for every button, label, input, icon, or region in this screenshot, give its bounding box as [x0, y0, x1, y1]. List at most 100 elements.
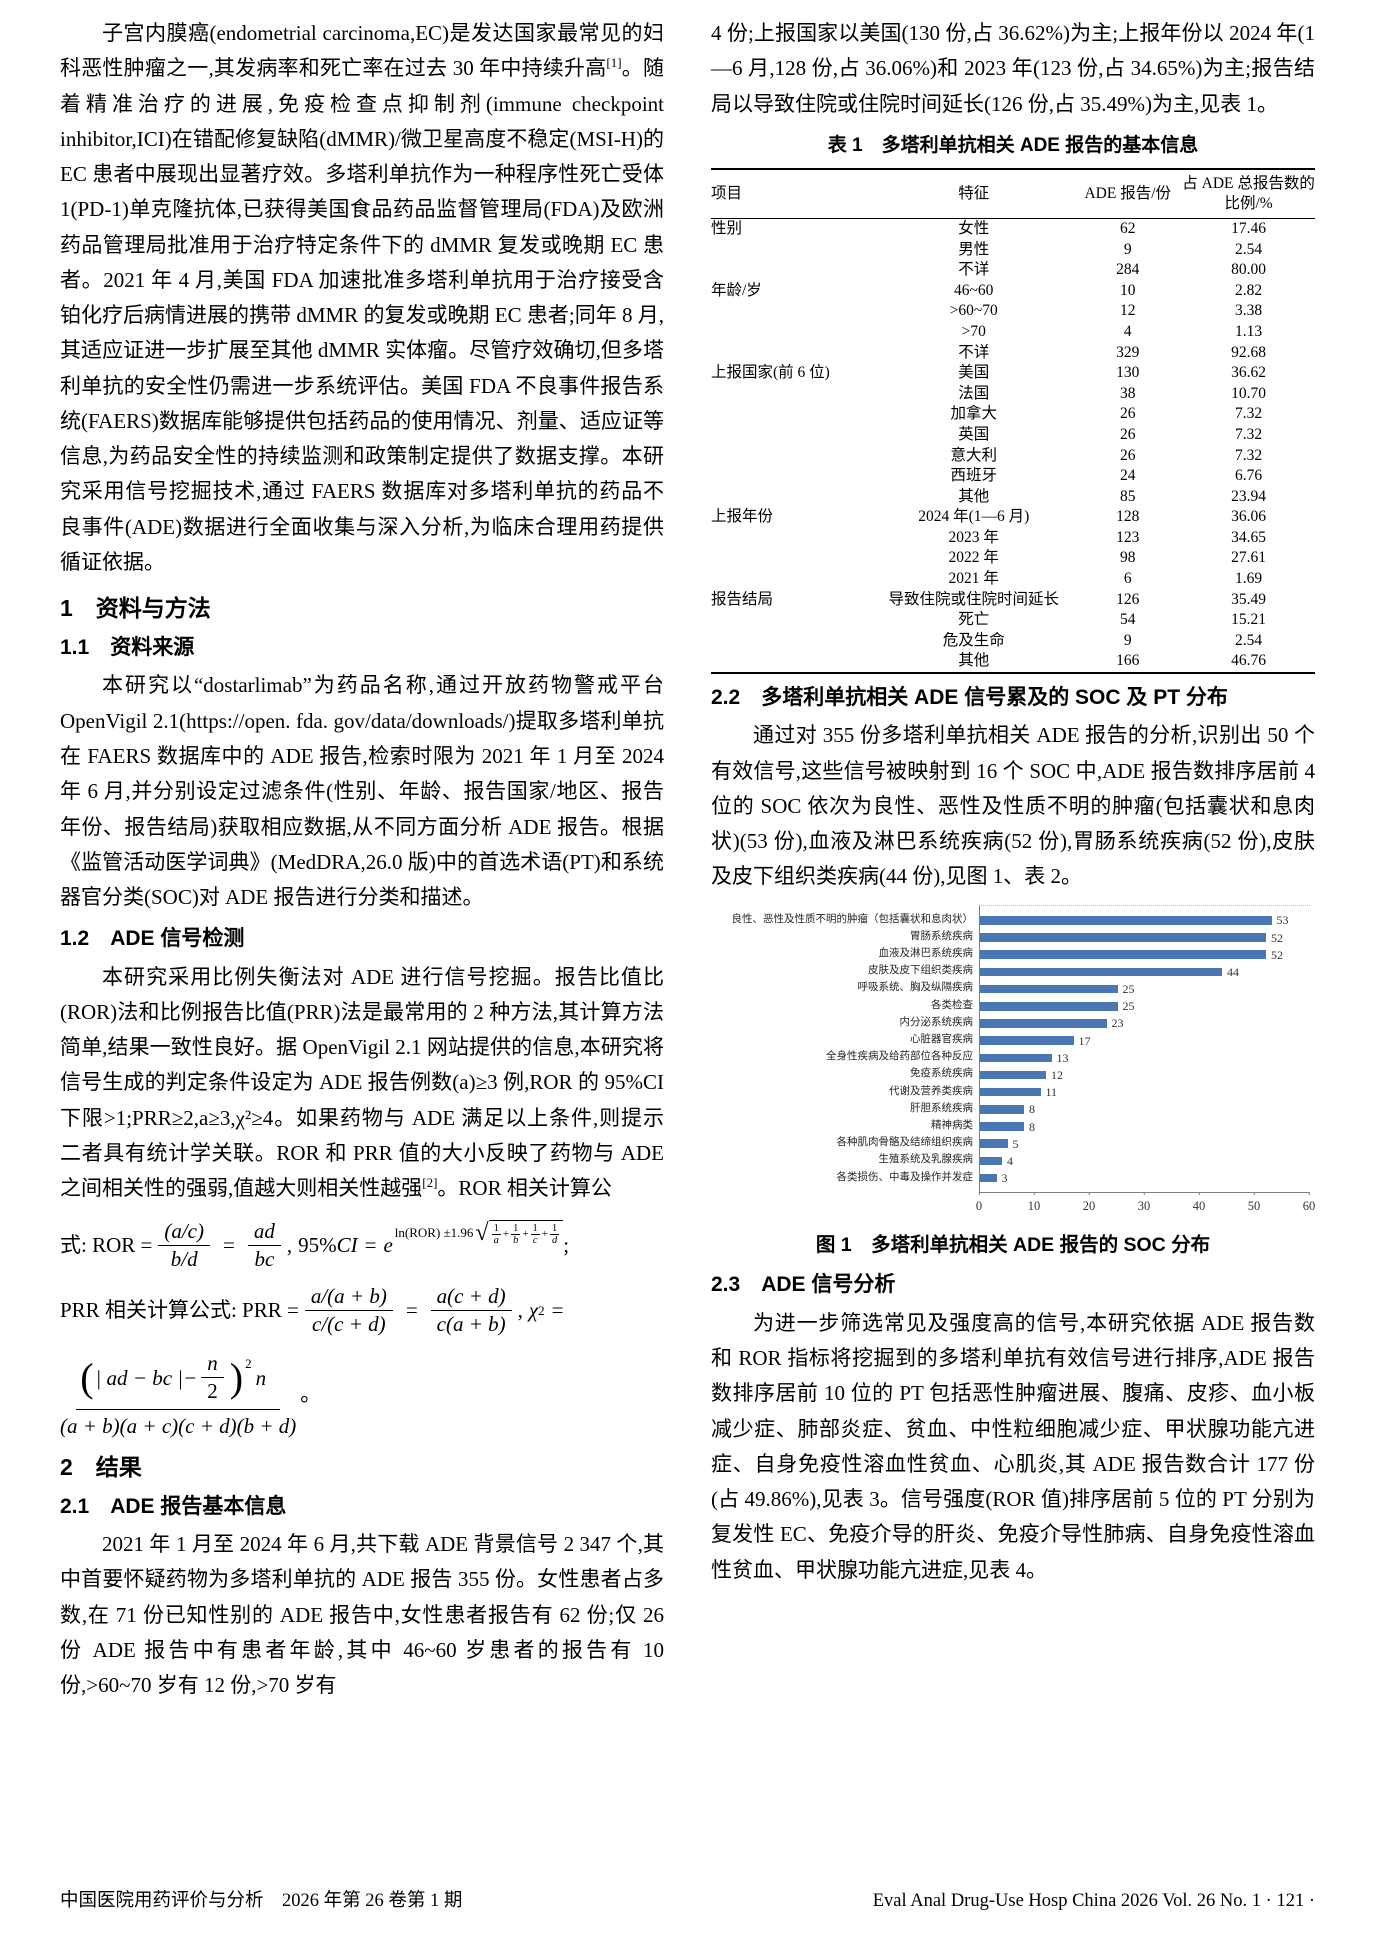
table-cell: 23.94	[1231, 487, 1266, 505]
chart-bar-row: 23	[980, 1015, 1310, 1032]
chart-bar-value: 25	[1122, 999, 1135, 1014]
table-cell	[711, 404, 874, 425]
chart-bar	[980, 1156, 1002, 1166]
chart-category-label: 全身性疾病及给药部位各种反应	[826, 1050, 973, 1063]
section-2-2-paragraph: 通过对 355 份多塔利单抗相关 ADE 报告的分析,识别出 50 个有效信号,…	[711, 723, 1315, 889]
table-cell: 女性	[958, 219, 990, 237]
table-row: 意大利 26 7.32	[711, 446, 1315, 467]
chart-category-label: 胃肠系统疾病	[910, 929, 973, 942]
chart-plot-area: 53 52 52 44 25 25 23 17 13 12 11 8 8 5 4 3	[979, 904, 1310, 1193]
chart-bar	[980, 1036, 1074, 1045]
chart-category-label: 肝胆系统疾病	[910, 1101, 973, 1114]
table-cell: 10.70	[1231, 384, 1266, 402]
fraction: ad bc	[247, 1219, 281, 1272]
chart-bar-value: 8	[1029, 1119, 1035, 1134]
table-cell: 男性	[958, 240, 990, 258]
table-cell: 10	[1120, 281, 1136, 299]
fraction-numerator: n	[201, 1351, 224, 1379]
fraction: (a/c) b/d	[158, 1219, 211, 1272]
mini-num: 1	[491, 1223, 501, 1236]
table-row: 2023 年 123 34.65	[711, 528, 1315, 549]
chart-category-label: 各类检查	[931, 998, 973, 1011]
big-fraction-denominator: (a + b)(a + c)(c + d)(b + d)	[60, 1413, 297, 1438]
chart-bar-value: 13	[1056, 1050, 1069, 1065]
section-2-3-heading: 2.3 ADE 信号分析	[711, 1273, 896, 1297]
chart-axis-tick: 30	[1138, 1191, 1150, 1217]
table-row: 法国 38 10.70	[711, 384, 1315, 405]
table-cell: 2.82	[1234, 281, 1263, 299]
table-1-body: 性别 女性 62 17.46 男性 9 2.54 不详 284 80.00 年龄/岁 46~60 10 2…	[711, 218, 1315, 673]
squared-exponent: 2	[245, 1355, 252, 1371]
fraction-denominator: b/d	[170, 1246, 198, 1271]
chart-bar	[980, 1122, 1024, 1131]
chart-bar-value: 12	[1051, 1068, 1063, 1082]
fraction-numerator: ad	[247, 1219, 281, 1246]
table-cell	[711, 631, 874, 652]
mini-den: b	[513, 1235, 519, 1247]
table-cell: 6	[1123, 570, 1132, 588]
chart-bar-value: 3	[1001, 1171, 1008, 1186]
table-cell: 15.21	[1231, 611, 1266, 629]
section-1-2-text-1: 本研究采用比例失衡法对 ADE 进行信号挖掘。报告比值比(ROR)法和比例报告比…	[60, 964, 664, 1201]
table-1: 项目 特征 ADE 报告/份 占 ADE 总报告数的比例/% 性别 女性 62 17.…	[711, 167, 1315, 675]
table-cell: 性别	[711, 219, 743, 237]
table-cell: 2021 年	[948, 570, 999, 588]
journal-footer-chinese: 中国医院用药评价与分析 2026 年第 26 卷第 1 期	[60, 1891, 463, 1911]
table-cell: 死亡	[958, 611, 990, 629]
table-cell: 年龄/岁	[711, 281, 762, 299]
chart-bar-row: 8	[980, 1118, 1310, 1135]
chi-symbol: χ	[528, 1298, 539, 1323]
n-multiplier: n	[255, 1365, 267, 1390]
section-1-1-paragraph: 本研究以“dostarlimab”为药品名称,通过开放药物警戒平台 OpenVi…	[60, 673, 664, 910]
table-row: 危及生命 9 2.54	[711, 631, 1315, 652]
chart-category-label: 血液及淋巴系统疾病	[878, 947, 974, 960]
table-row: 西班牙 24 6.76	[711, 466, 1315, 487]
table-cell	[711, 548, 874, 569]
chart-category-label: 心脏器官疾病	[910, 1033, 973, 1046]
mini-den: a	[493, 1235, 499, 1247]
table-cell: 2023 年	[948, 528, 999, 546]
table-cell: 130	[1116, 364, 1140, 382]
equals-sign: =	[405, 1298, 418, 1323]
table-cell: 166	[1116, 652, 1140, 670]
table-row: 不详 284 80.00	[711, 260, 1315, 281]
table-row: 不详 329 92.68	[711, 343, 1315, 364]
chart-bar-row: 4	[980, 1152, 1310, 1169]
close-paren: )	[229, 1354, 244, 1400]
table-cell	[711, 569, 874, 590]
section-1-heading: 1 资料与方法	[60, 595, 211, 622]
figure-1-caption: 图 1 多塔利单抗相关 ADE 报告的 SOC 分布	[815, 1233, 1211, 1256]
table-cell: 2.54	[1234, 240, 1263, 258]
table-cell: 上报国家(前 6 位)	[711, 364, 830, 382]
chart-x-axis: 0 10 20 30 40 50 60	[976, 1191, 1315, 1213]
table-cell: 2022 年	[948, 549, 999, 567]
table-cell: 意大利	[950, 446, 997, 464]
table-cell: 9	[1123, 631, 1132, 649]
chart-category-label: 生殖系统及乳腺疾病	[878, 1153, 974, 1166]
table-cell: 上报年份	[711, 508, 774, 526]
table-cell	[711, 240, 874, 261]
chart-bar-row: 52	[980, 929, 1310, 946]
chart-category-label: 皮肤及皮下组织类疾病	[868, 964, 973, 977]
table-row: 2022 年 98 27.61	[711, 548, 1315, 569]
chart-bar	[980, 1001, 1118, 1011]
chart-axis-tick: 50	[1248, 1191, 1260, 1217]
chart-category-axis: 良性、恶性及性质不明的肿瘤（包括囊状和息肉状） 胃肠系统疾病 血液及淋巴系统疾病 皮肤…	[717, 905, 979, 1193]
journal-footer-english: Eval Anal Drug-Use Hosp China 2026 Vol. …	[872, 1891, 1315, 1911]
intro-text-1: 子宫内膜癌(endometrial carcinoma,EC)是发达国家最常见的…	[60, 21, 664, 81]
table-cell: 西班牙	[950, 467, 997, 485]
table-row: 2021 年 6 1.69	[711, 569, 1315, 590]
chart-category-label: 各类损伤、中毒及操作并发症	[836, 1170, 974, 1183]
formula-prr: PRR 相关计算公式: PRR = a/(a + b) c/(c + d) = a…	[60, 1283, 564, 1337]
table-cell: 62	[1120, 219, 1136, 237]
chart-bar-value: 52	[1271, 930, 1283, 945]
table-cell	[711, 384, 874, 405]
chart-bar-value: 11	[1045, 1085, 1058, 1100]
table-cell	[711, 651, 874, 673]
